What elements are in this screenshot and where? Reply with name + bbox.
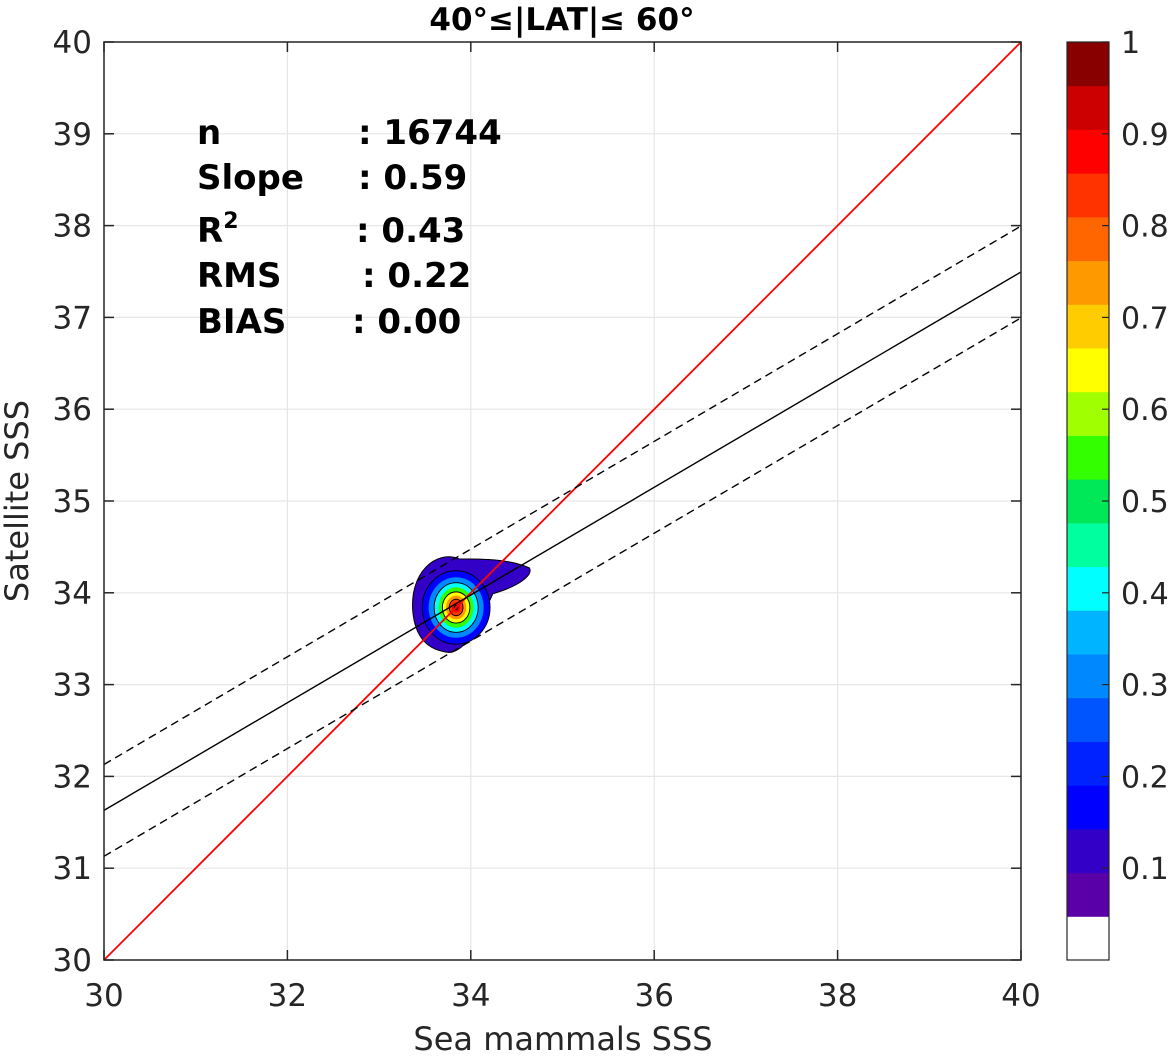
regression-band-line: [104, 225, 1021, 766]
stat-value: : 0.59: [358, 158, 467, 198]
colorbar-swatch: [1067, 522, 1109, 568]
identity-line: [104, 42, 1021, 960]
x-tick-label: 30: [84, 978, 123, 1014]
colorbar-swatch: [1067, 391, 1109, 436]
colorbar-tick-label: 0.5: [1121, 485, 1169, 520]
y-tick-label: 34: [53, 576, 92, 612]
colorbar-swatch: [1067, 348, 1109, 393]
x-tick-label: 40: [1001, 978, 1040, 1014]
colorbar-swatch: [1067, 216, 1109, 262]
colorbar-swatch: [1067, 42, 1109, 87]
colorbar-swatch: [1067, 85, 1109, 130]
colorbar-swatch: [1067, 654, 1109, 699]
regression-line: [104, 271, 1021, 811]
colorbar-swatch: [1067, 916, 1109, 961]
colorbar-tick-label: 0.3: [1121, 669, 1169, 704]
y-tick-label: 33: [53, 668, 92, 704]
x-tick-label: 34: [451, 978, 490, 1014]
colorbar-swatch: [1067, 828, 1109, 874]
regression-band-line: [104, 317, 1021, 857]
colorbar-swatch: [1067, 173, 1109, 218]
stat-key: RMS: [197, 256, 282, 296]
stat-key: Slope: [197, 158, 304, 198]
x-tick-label: 38: [818, 978, 857, 1014]
y-tick-label: 35: [53, 484, 92, 520]
colorbar-swatch: [1067, 785, 1109, 830]
y-axis-title: Satellite SSS: [0, 400, 36, 602]
stat-value: : 0.22: [362, 256, 471, 296]
colorbar-swatch: [1067, 129, 1109, 174]
colorbar-swatch: [1067, 304, 1109, 349]
y-tick-label: 31: [53, 851, 92, 887]
colorbar-tick-label: 0.4: [1121, 577, 1169, 612]
stat-key: R2: [197, 209, 239, 251]
colorbar-swatch: [1067, 566, 1109, 611]
colorbar-swatch: [1067, 872, 1109, 917]
stat-value: : 0.43: [356, 211, 465, 251]
colorbar-tick-label: 0.8: [1121, 210, 1169, 245]
colorbar-swatch: [1067, 435, 1109, 480]
x-tick-label: 32: [268, 978, 307, 1014]
colorbar-swatch: [1067, 610, 1109, 655]
colorbar-tick-label: 0.9: [1121, 118, 1169, 153]
y-tick-label: 30: [53, 943, 92, 979]
colorbar-tick-label: 0.1: [1121, 852, 1169, 887]
y-tick-label: 37: [53, 300, 92, 336]
colorbar-tick-label: 1: [1121, 26, 1140, 61]
x-tick-label: 36: [634, 978, 673, 1014]
y-tick-label: 32: [53, 759, 92, 795]
y-tick-label: 38: [53, 209, 92, 245]
colorbar-swatch: [1067, 697, 1109, 742]
x-axis-title: Sea mammals SSS: [413, 1020, 712, 1055]
stat-key: BIAS: [197, 302, 286, 342]
stat-value: : 16744: [358, 113, 502, 153]
colorbar-swatch: [1067, 741, 1109, 786]
y-tick-label: 39: [53, 117, 92, 153]
y-tick-label: 40: [53, 25, 92, 61]
y-tick-label: 36: [53, 392, 92, 428]
stat-key: n: [197, 113, 221, 153]
colorbar-tick-label: 0.7: [1121, 301, 1169, 336]
colorbar-tick-label: 0.2: [1121, 760, 1169, 795]
stat-value: : 0.00: [352, 302, 461, 342]
colorbar-tick-label: 0.6: [1121, 393, 1169, 428]
colorbar-swatch: [1067, 260, 1109, 305]
chart-title: 40°≤|LAT|≤ 60°: [429, 2, 694, 38]
